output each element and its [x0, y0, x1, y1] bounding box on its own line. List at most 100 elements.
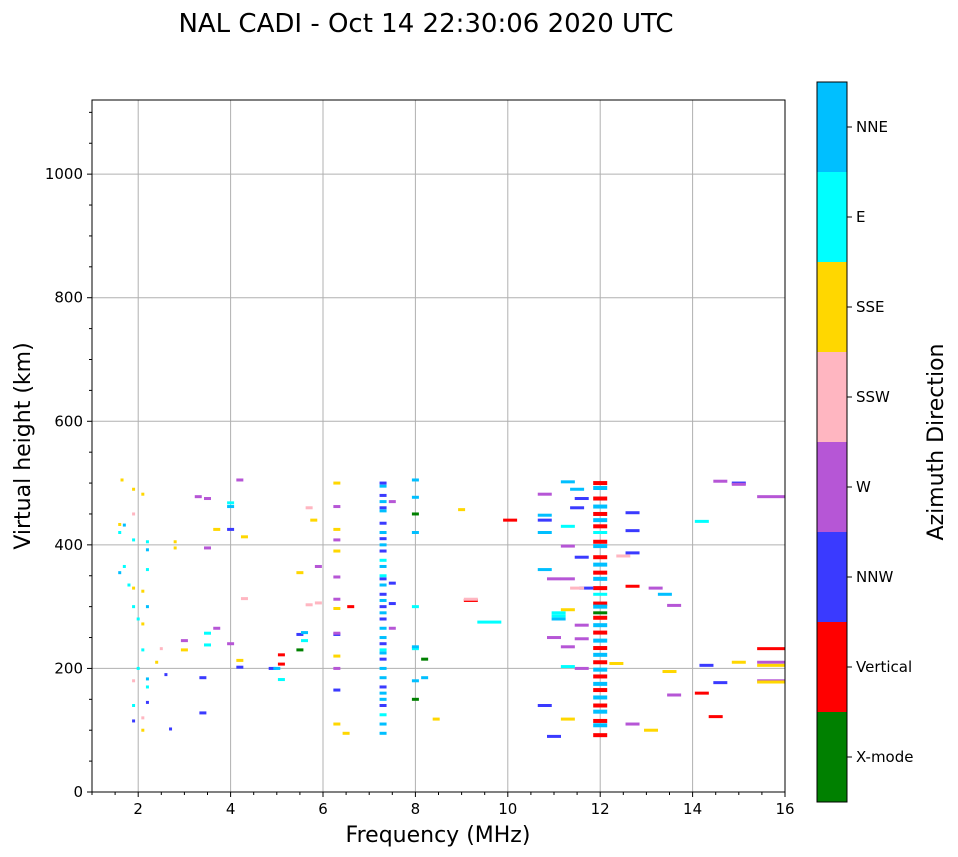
- mark-w: [333, 666, 341, 670]
- colorbar-label: Azimuth Direction: [924, 343, 949, 540]
- mark-ssw: [463, 597, 478, 601]
- data-marks: [118, 478, 785, 738]
- mark-e: [477, 620, 502, 624]
- y-tick-label: 1000: [45, 165, 83, 183]
- mark-w: [547, 636, 561, 640]
- mark-nne: [379, 611, 387, 615]
- mark-nnw: [388, 602, 396, 606]
- mark-nnw: [227, 527, 235, 531]
- mark-vertical: [347, 605, 355, 609]
- x-tick-label: 6: [318, 800, 328, 818]
- mark-nnw: [379, 577, 387, 581]
- mark-x-mode: [593, 611, 608, 615]
- mark-nnw: [379, 537, 387, 541]
- mark-e: [301, 639, 309, 643]
- mark-e: [204, 643, 211, 647]
- mark-vertical: [593, 570, 608, 575]
- mark-vertical: [593, 586, 608, 591]
- mark-vertical: [593, 718, 608, 723]
- mark-nnw: [145, 700, 149, 704]
- y-tick-label: 600: [54, 412, 83, 430]
- mark-e: [379, 713, 387, 717]
- mark-nnw: [574, 555, 589, 559]
- mark-e: [694, 519, 709, 523]
- mark-nne: [411, 531, 419, 534]
- mark-nnw: [379, 657, 387, 661]
- mark-nnw: [625, 529, 640, 533]
- mark-w: [667, 693, 682, 697]
- mark-w: [574, 666, 589, 670]
- mark-w: [667, 603, 682, 607]
- mark-e: [145, 540, 149, 544]
- mark-sse: [240, 535, 248, 539]
- mark-nnw: [537, 704, 552, 707]
- mark-nne: [593, 709, 608, 714]
- mark-vertical: [593, 688, 608, 693]
- mark-nnw: [379, 685, 387, 689]
- mark-nne: [411, 495, 419, 499]
- colorbar-tick-label: X-mode: [856, 748, 913, 766]
- mark-nne: [570, 487, 585, 491]
- mark-w: [194, 495, 202, 499]
- mark-sse: [236, 658, 244, 662]
- mark-nne: [593, 504, 608, 509]
- mark-sse: [333, 549, 341, 553]
- mark-w: [333, 505, 341, 509]
- mark-sse: [662, 670, 677, 674]
- mark-vertical: [694, 691, 709, 695]
- mark-w: [333, 631, 341, 635]
- mark-e: [593, 531, 608, 534]
- mark-nnw: [379, 481, 387, 485]
- mark-nne: [593, 604, 608, 609]
- mark-sse: [757, 663, 785, 667]
- mark-nne: [593, 723, 608, 728]
- mark-e: [227, 501, 235, 505]
- mark-nne: [411, 645, 419, 649]
- mark-nne: [379, 722, 387, 726]
- mark-nne: [122, 523, 126, 527]
- mark-nnw: [379, 592, 387, 596]
- colorbar-tick-label: NNW: [856, 568, 893, 586]
- mark-e: [136, 617, 140, 621]
- mark-nnw: [199, 711, 207, 715]
- mark-nne: [411, 478, 419, 482]
- mark-vertical: [593, 601, 608, 606]
- mark-nnw: [625, 551, 640, 555]
- mark-vertical: [593, 703, 608, 708]
- mark-nnw: [579, 586, 594, 590]
- mark-nnw: [236, 665, 244, 669]
- mark-nne: [379, 731, 387, 735]
- mark-vertical: [593, 660, 608, 665]
- y-axis-ticks: 0 200 400 600 800 1000: [45, 111, 92, 801]
- mark-nnw: [164, 673, 168, 677]
- mark-sse: [141, 728, 145, 732]
- mark-nnw: [379, 605, 387, 609]
- mark-nnw: [268, 666, 276, 670]
- mark-nnw: [379, 704, 387, 707]
- mark-sse: [609, 661, 624, 665]
- mark-nnw: [169, 727, 173, 731]
- mark-sse: [132, 586, 136, 590]
- mark-ssw: [159, 647, 163, 651]
- mark-vertical: [593, 496, 608, 501]
- colorbar-segment: [817, 262, 847, 352]
- mark-nne: [537, 568, 552, 572]
- mark-ssw: [132, 512, 136, 516]
- mark-nne: [421, 676, 429, 680]
- mark-nnw: [199, 676, 207, 680]
- mark-vertical: [593, 511, 608, 516]
- mark-w: [757, 495, 785, 499]
- mark-vertical: [593, 646, 608, 651]
- mark-nne: [379, 666, 387, 670]
- mark-nne: [593, 652, 608, 657]
- mark-sse: [342, 731, 350, 735]
- x-tick-label: 14: [683, 800, 702, 818]
- mark-sse: [757, 680, 785, 684]
- mark-e: [132, 704, 136, 707]
- mark-nne: [301, 631, 309, 635]
- mark-vertical: [593, 524, 608, 529]
- mark-sse: [458, 508, 466, 512]
- colorbar-segment: [817, 82, 847, 172]
- mark-nne: [379, 676, 387, 680]
